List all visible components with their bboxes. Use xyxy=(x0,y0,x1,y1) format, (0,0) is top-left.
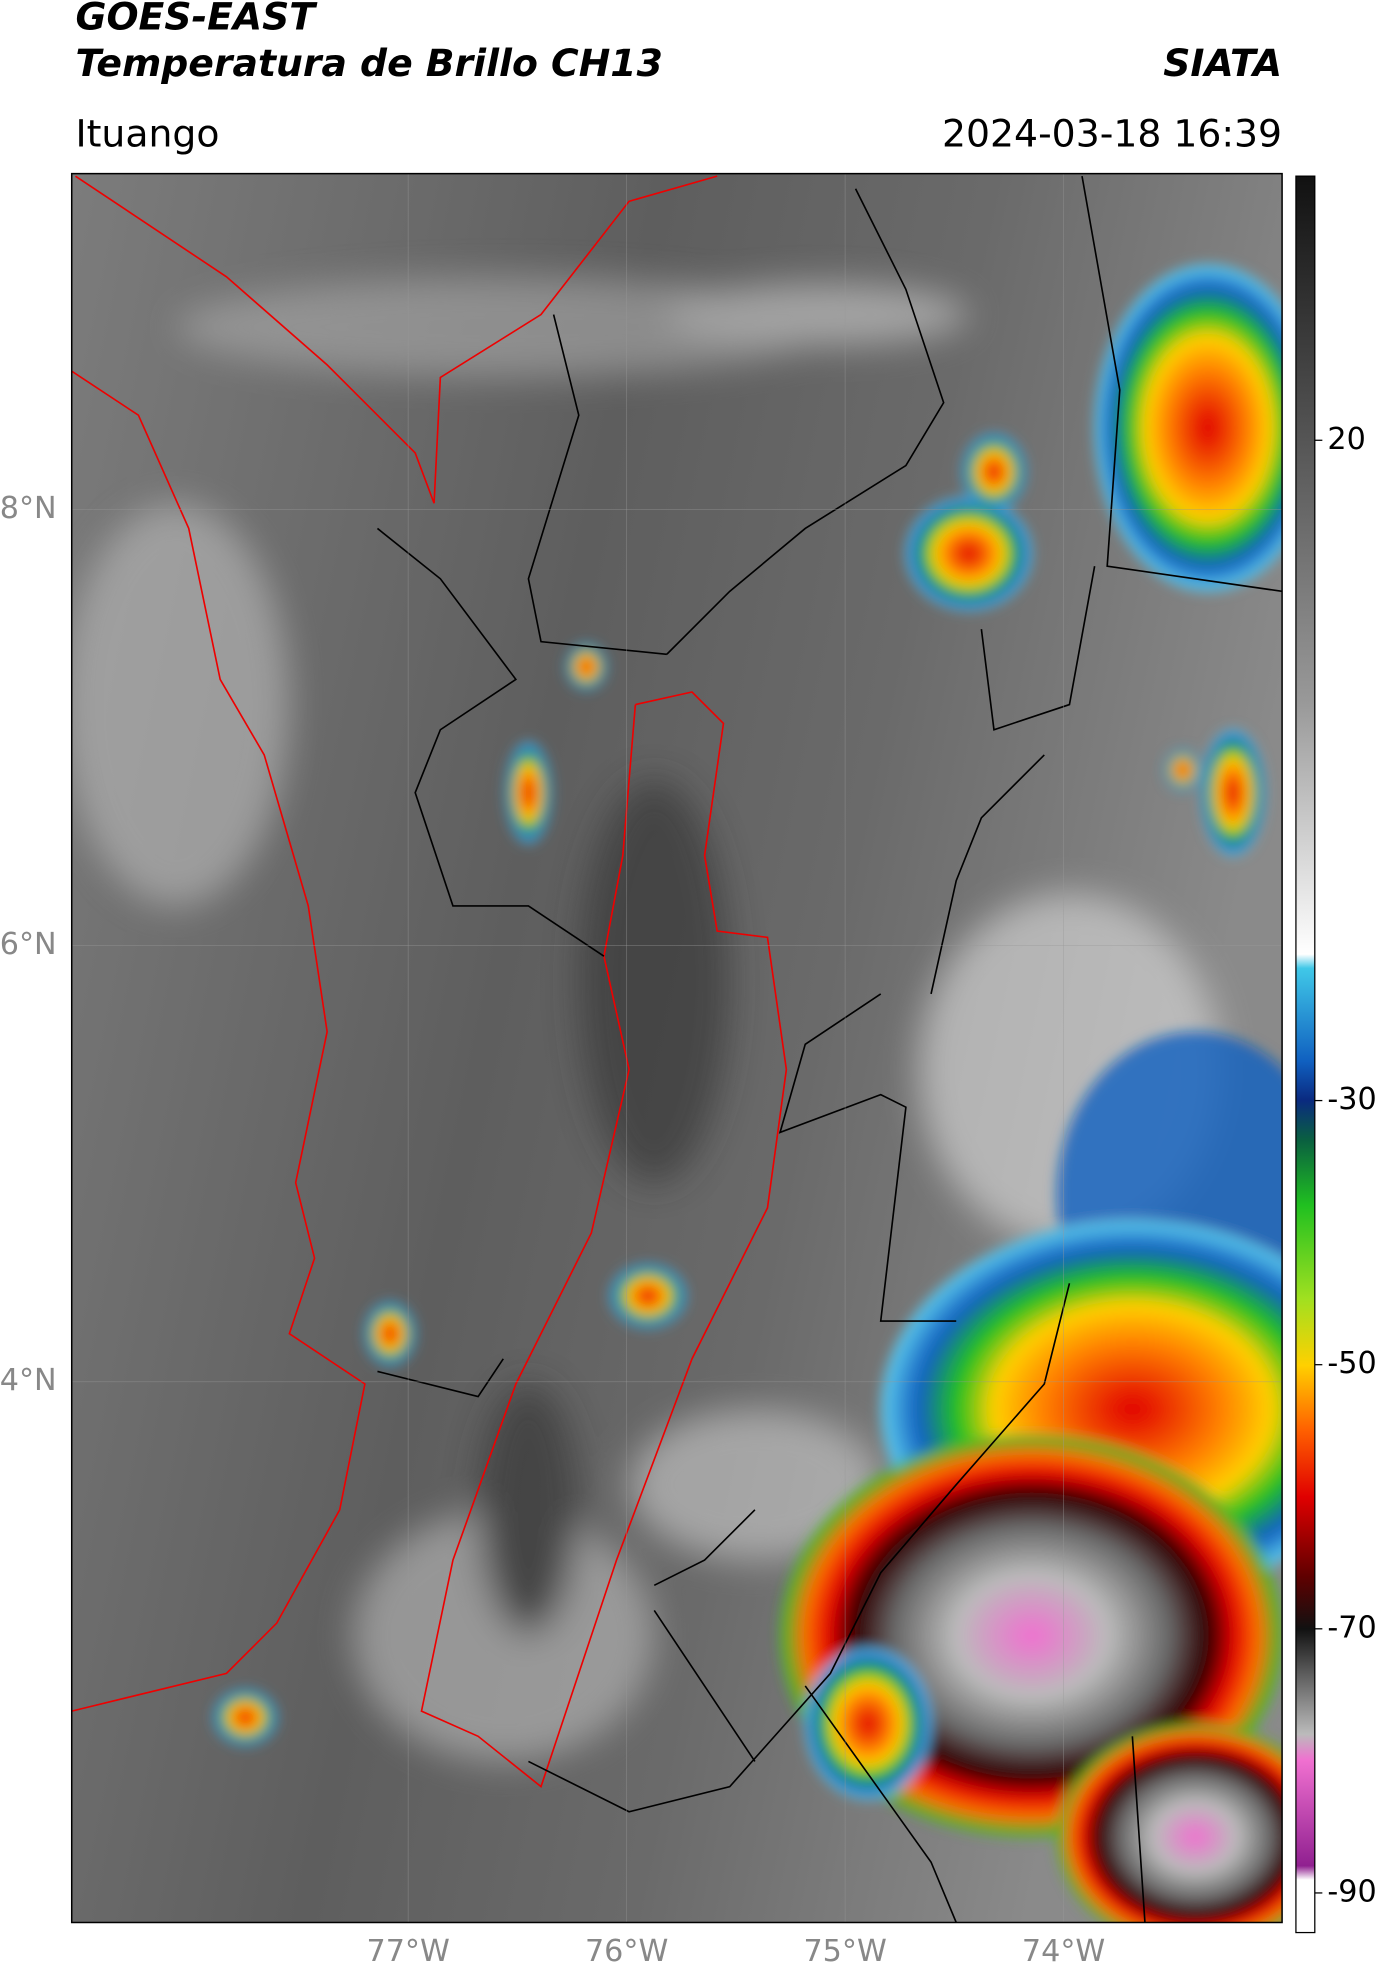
department-borders xyxy=(376,176,1283,1923)
agency: SIATA xyxy=(1163,41,1282,85)
colorbar-tick-label: -90 xyxy=(1327,1874,1376,1909)
x-tick-label: 74°W xyxy=(1022,1934,1105,1969)
colorbar-tick-label: -30 xyxy=(1327,1082,1376,1117)
grid xyxy=(71,173,1283,1923)
map-frame xyxy=(70,172,1283,1924)
location: Ituango xyxy=(75,111,219,155)
colorbar xyxy=(1295,175,1316,1934)
y-tick-label: 4°N xyxy=(0,1363,57,1398)
datetime: 2024-03-18 16:39 xyxy=(942,111,1282,155)
x-tick-label: 75°W xyxy=(803,1934,886,1969)
product-title: Temperatura de Brillo CH13 xyxy=(75,41,662,85)
colorbar-tick-label: -50 xyxy=(1327,1346,1376,1381)
coastline-north xyxy=(75,175,718,504)
coastline xyxy=(71,370,366,1712)
x-tick-label: 76°W xyxy=(585,1934,668,1969)
y-tick-label: 6°N xyxy=(0,927,57,962)
satellite-title: GOES-EAST xyxy=(75,0,318,38)
y-tick-label: 8°N xyxy=(0,491,57,526)
x-tick-label: 77°W xyxy=(366,1934,449,1969)
satellite-image xyxy=(71,173,1283,1923)
antioquia-border xyxy=(420,691,788,1788)
colorbar-tick-label: -70 xyxy=(1327,1610,1376,1645)
colorbar-tick-label: 20 xyxy=(1327,422,1365,457)
